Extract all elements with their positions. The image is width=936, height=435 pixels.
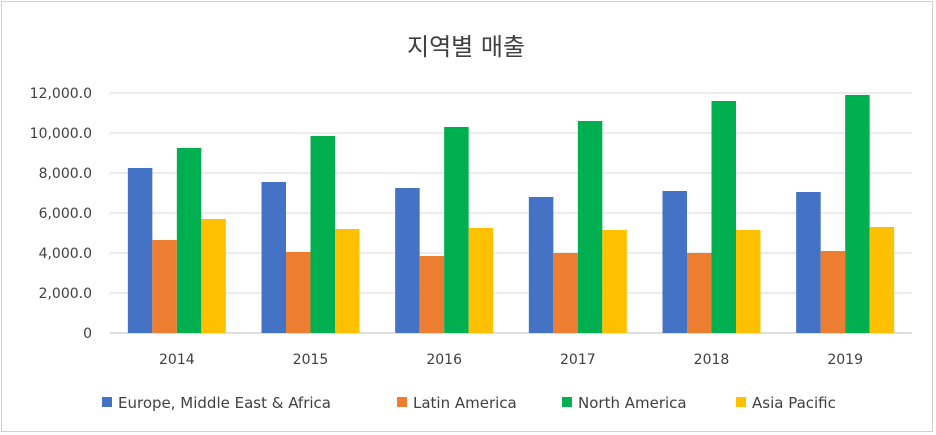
x-tick-label: 2016 [426,352,462,368]
x-tick-label: 2015 [293,352,329,368]
x-axis-ticks: 2014 2015 2016 2017 2018 2019 [159,352,863,368]
bar [528,197,554,333]
bar [310,136,335,333]
y-tick-label: 2,000.0 [39,286,92,302]
bar [662,191,687,333]
bar [796,192,821,333]
bar [444,127,469,333]
bar [335,229,360,333]
chart-title: 지역별 매출 [407,33,525,61]
bar [127,168,153,333]
y-tick-label: 8,000.0 [39,166,92,182]
x-tick-label: 2018 [694,352,730,368]
y-tick-label: 6,000.0 [39,206,92,222]
legend-swatch [102,397,112,407]
bar [577,121,603,333]
bar [152,240,177,333]
bar [845,95,870,333]
bar [711,101,736,333]
gridlines [110,92,912,334]
legend-swatch [397,397,407,407]
y-tick-label: 10,000.0 [30,126,92,142]
bar [869,227,895,333]
legend-label: Latin America [413,394,517,412]
bar [176,148,202,333]
x-tick-label: 2014 [159,352,195,368]
legend-swatch [736,397,746,407]
bar [286,252,311,333]
y-tick-label: 12,000.0 [30,86,92,102]
bar [553,253,578,333]
bar [201,219,226,333]
legend-label: North America [578,394,687,412]
bar [395,188,420,333]
x-tick-label: 2019 [827,352,863,368]
y-tick-label: 4,000.0 [39,246,92,262]
bar [419,256,445,333]
legend-label: Asia Pacific [752,394,836,412]
bar [820,251,846,333]
legend: Europe, Middle East & Africa Latin Americ… [102,394,836,412]
legend-label: Europe, Middle East & Africa [118,394,331,412]
y-tick-label: 0 [83,326,92,342]
bar [736,230,761,333]
bar [602,230,627,333]
bar [687,253,712,333]
bar [468,228,494,333]
bar [261,182,286,333]
y-axis-ticks: 0 2,000.0 4,000.0 6,000.0 8,000.0 10,000.0 12,… [30,86,92,342]
legend-swatch [562,397,572,407]
x-tick-label: 2017 [560,352,596,368]
bars [127,95,895,333]
